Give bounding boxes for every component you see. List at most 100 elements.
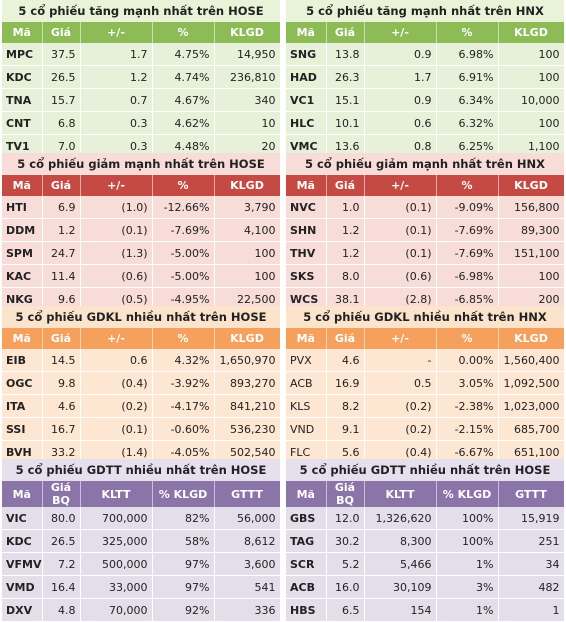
table-row: TNA 15.7 0.7 4.67% 340 [2, 88, 280, 112]
value-cell: 33,000 [80, 575, 153, 599]
ticker-cell: NVC [286, 196, 327, 219]
value-cell: -3.92% [152, 371, 215, 395]
column-header: +/- [364, 175, 437, 196]
value-cell: 1,326,620 [364, 507, 437, 530]
value-cell: 0.9 [364, 88, 437, 112]
value-cell: (2.8) [364, 287, 437, 311]
column-header: % [152, 22, 215, 43]
table-row: KDC 26.5 1.2 4.74% 236,810 [2, 65, 280, 89]
value-cell: 97% [152, 575, 215, 599]
column-header: KLTT [364, 481, 437, 507]
value-cell: 0.00% [436, 349, 499, 372]
ticker-cell: SSI [2, 417, 43, 441]
value-cell: 1.2 [42, 218, 81, 242]
value-cell: (0.1) [364, 241, 437, 265]
table-row: MPC 37.5 1.7 4.75% 14,950 [2, 43, 280, 66]
value-cell: 336 [214, 598, 280, 622]
value-cell: (0.1) [364, 218, 437, 242]
value-cell: 251 [498, 529, 564, 553]
column-header: KLTT [80, 481, 153, 507]
value-cell: 4.67% [152, 88, 215, 112]
value-cell: 9.6 [42, 287, 81, 311]
value-cell: 30.2 [326, 529, 365, 553]
table-row: TAG 30.2 8,300 100% 251 [286, 529, 564, 553]
hose-top-gainers-panel: 5 cổ phiếu tăng mạnh nhất trên HOSE Mã Giá… [2, 0, 280, 158]
value-cell: 6.8 [42, 111, 81, 135]
value-cell: 893,270 [214, 371, 280, 395]
value-cell: 6.98% [436, 43, 499, 66]
value-cell: 4.62% [152, 111, 215, 135]
panel-title: 5 cổ phiếu tăng mạnh nhất trên HNX [286, 0, 564, 22]
value-cell: 15,919 [498, 507, 564, 530]
value-cell: 80.0 [42, 507, 81, 530]
table-row: SNG 13.8 0.9 6.98% 100 [286, 43, 564, 66]
column-header: KLGD [498, 22, 564, 43]
stock-table: Mã Giá +/-% KLGD EIB 14.5 0.6 4.32% 1,650,970 OGC… [2, 328, 280, 464]
value-cell: 58% [152, 529, 215, 553]
ticker-cell: CNT [2, 111, 43, 135]
value-cell: 20 [214, 134, 280, 158]
value-cell: 14,950 [214, 43, 280, 66]
panel-title: 5 cổ phiếu GDTT nhiều nhất trên HOSE [286, 459, 564, 481]
hose-top-volume-panel: 5 cổ phiếu GDKL nhiều nhất trên HOSE Mã Gi… [2, 306, 280, 464]
column-header: % [436, 328, 499, 349]
value-cell: (0.2) [364, 394, 437, 418]
ticker-cell: DXV [2, 598, 43, 622]
value-cell: 1% [436, 598, 499, 622]
column-header: Giá [42, 175, 81, 196]
value-cell: -4.95% [152, 287, 215, 311]
value-cell: 4.6 [42, 394, 81, 418]
column-header: +/- [364, 328, 437, 349]
ticker-cell: TNA [2, 88, 43, 112]
value-cell: (0.1) [364, 196, 437, 219]
value-cell: 841,210 [214, 394, 280, 418]
value-cell: 6.34% [436, 88, 499, 112]
value-cell: -7.69% [436, 241, 499, 265]
value-cell: 16.4 [42, 575, 81, 599]
value-cell: (0.6) [80, 264, 153, 288]
value-cell: 100 [498, 43, 564, 66]
value-cell: 10.1 [326, 111, 365, 135]
ticker-cell: PVX [286, 349, 327, 372]
value-cell: 100 [498, 111, 564, 135]
hnx-top-gainers-panel: 5 cổ phiếu tăng mạnh nhất trên HNX Mã Giá +… [286, 0, 564, 158]
panel-title: 5 cổ phiếu tăng mạnh nhất trên HOSE [2, 0, 280, 22]
value-cell: 154 [364, 598, 437, 622]
value-cell: 6.25% [436, 134, 499, 158]
value-cell: 7.0 [42, 134, 81, 158]
value-cell: (0.4) [364, 440, 437, 464]
value-cell: (0.2) [364, 417, 437, 441]
ticker-cell: SHN [286, 218, 327, 242]
table-row: NVC 1.0 (0.1) -9.09% 156,800 [286, 196, 564, 219]
ticker-cell: KAC [2, 264, 43, 288]
column-header: % [436, 175, 499, 196]
value-cell: 14.5 [42, 349, 81, 372]
table-row: FLC 5.6 (0.4) -6.67% 651,100 [286, 440, 564, 464]
value-cell: -9.09% [436, 196, 499, 219]
table-row: DXV 4.8 70,000 92% 336 [2, 598, 280, 622]
value-cell: 100 [214, 241, 280, 265]
stock-table: Mã Giá +/-% KLGD MPC 37.5 1.7 4.75% 14,950 KDC 26.… [2, 22, 280, 158]
value-cell: 4.74% [152, 65, 215, 89]
ticker-cell: SCR [286, 552, 327, 576]
table-row: GBS 12.0 1,326,620 100% 15,919 [286, 507, 564, 530]
value-cell: 9.1 [326, 417, 365, 441]
ticker-cell: HLC [286, 111, 327, 135]
value-cell: 3.05% [436, 371, 499, 395]
value-cell: - [364, 349, 437, 372]
table-row: VMC 13.6 0.8 6.25% 1,100 [286, 134, 564, 158]
ticker-cell: VFMVF [2, 552, 43, 576]
hnx-top-volume-panel: 5 cổ phiếu GDKL nhiều nhất trên HNX Mã Giá… [286, 306, 564, 464]
value-cell: 100% [436, 507, 499, 530]
value-cell: 89,300 [498, 218, 564, 242]
table-row: VIC 80.0 700,000 82% 56,000 [2, 507, 280, 530]
value-cell: 236,810 [214, 65, 280, 89]
value-cell: 541 [214, 575, 280, 599]
value-cell: 0.7 [80, 88, 153, 112]
column-header: Giá BQ [326, 481, 365, 507]
table-row: EIB 14.5 0.6 4.32% 1,650,970 [2, 349, 280, 372]
value-cell: 1,023,000 [498, 394, 564, 418]
ticker-cell: ACB [286, 575, 327, 599]
table-row: ITA 4.6 (0.2) -4.17% 841,210 [2, 394, 280, 418]
value-cell: -6.85% [436, 287, 499, 311]
